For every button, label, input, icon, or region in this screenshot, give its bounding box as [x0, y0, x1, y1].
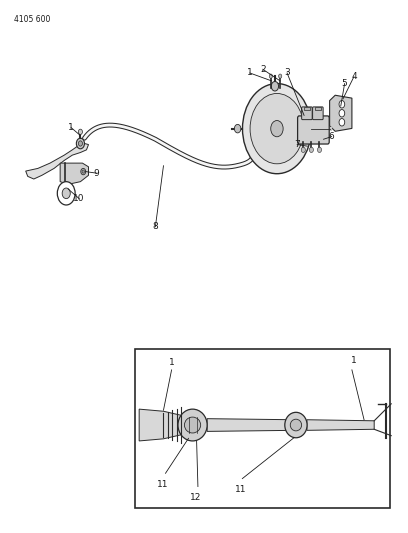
- Polygon shape: [139, 409, 182, 441]
- Ellipse shape: [178, 409, 207, 441]
- Circle shape: [57, 182, 75, 205]
- Text: 1: 1: [68, 123, 74, 132]
- FancyBboxPatch shape: [302, 107, 312, 119]
- Circle shape: [279, 74, 282, 78]
- Circle shape: [76, 138, 84, 149]
- Text: 7: 7: [294, 140, 300, 149]
- Text: 1: 1: [247, 68, 253, 77]
- Ellipse shape: [184, 417, 201, 433]
- Text: 9: 9: [94, 168, 100, 177]
- Text: 6: 6: [329, 132, 335, 141]
- Text: 3: 3: [284, 68, 290, 77]
- Circle shape: [269, 74, 273, 78]
- Circle shape: [82, 170, 84, 173]
- Text: 11: 11: [157, 480, 169, 489]
- Text: 4105 600: 4105 600: [13, 14, 50, 23]
- Text: 8: 8: [153, 222, 158, 231]
- Ellipse shape: [290, 419, 302, 431]
- Circle shape: [301, 147, 305, 152]
- Text: 12: 12: [190, 493, 202, 502]
- Circle shape: [339, 101, 345, 108]
- Polygon shape: [307, 419, 374, 430]
- FancyBboxPatch shape: [313, 107, 323, 119]
- Polygon shape: [330, 95, 352, 131]
- Circle shape: [339, 110, 345, 117]
- Circle shape: [234, 124, 241, 133]
- Circle shape: [309, 147, 313, 152]
- Circle shape: [242, 84, 311, 174]
- Text: 4: 4: [351, 72, 357, 81]
- Circle shape: [78, 141, 82, 146]
- Circle shape: [339, 118, 345, 126]
- Polygon shape: [26, 143, 89, 179]
- FancyBboxPatch shape: [297, 116, 329, 144]
- Circle shape: [250, 93, 304, 164]
- Circle shape: [78, 129, 82, 134]
- Polygon shape: [60, 163, 89, 184]
- Text: 2: 2: [260, 64, 266, 74]
- Bar: [304, 107, 310, 110]
- Polygon shape: [207, 419, 293, 431]
- Text: 10: 10: [73, 194, 85, 203]
- Circle shape: [317, 147, 322, 152]
- Text: 5: 5: [342, 79, 348, 88]
- Ellipse shape: [285, 413, 307, 438]
- Bar: [135, 349, 390, 508]
- Text: 1: 1: [351, 356, 357, 365]
- Text: 1: 1: [169, 358, 175, 367]
- Text: 11: 11: [235, 486, 247, 495]
- Circle shape: [62, 188, 70, 199]
- Circle shape: [81, 168, 86, 175]
- Bar: [315, 107, 321, 110]
- Circle shape: [271, 82, 279, 91]
- Circle shape: [271, 120, 283, 137]
